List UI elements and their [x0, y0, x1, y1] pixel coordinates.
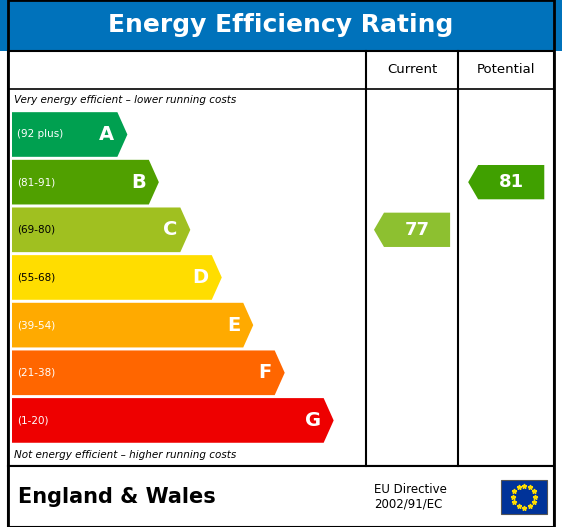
- Text: Energy Efficiency Rating: Energy Efficiency Rating: [108, 13, 454, 37]
- Text: 2002/91/EC: 2002/91/EC: [374, 497, 442, 510]
- Text: EU Directive: EU Directive: [374, 483, 446, 496]
- Text: England & Wales: England & Wales: [18, 487, 216, 506]
- Text: E: E: [227, 316, 240, 335]
- Polygon shape: [12, 350, 285, 395]
- Text: (39-54): (39-54): [17, 320, 55, 330]
- Text: B: B: [131, 173, 146, 192]
- Text: (21-38): (21-38): [17, 368, 55, 378]
- Polygon shape: [468, 165, 544, 199]
- Text: D: D: [193, 268, 209, 287]
- Polygon shape: [12, 303, 253, 347]
- Text: 77: 77: [405, 221, 429, 239]
- Text: F: F: [259, 363, 271, 382]
- Text: (81-91): (81-91): [17, 177, 55, 187]
- Text: (69-80): (69-80): [17, 225, 55, 235]
- Text: C: C: [163, 220, 178, 239]
- Polygon shape: [12, 255, 222, 300]
- Bar: [8, 466, 554, 527]
- Text: G: G: [305, 411, 321, 430]
- Polygon shape: [12, 398, 334, 443]
- Polygon shape: [374, 213, 450, 247]
- Text: Potential: Potential: [477, 63, 536, 76]
- Text: (55-68): (55-68): [17, 272, 55, 282]
- Polygon shape: [12, 208, 191, 252]
- Text: (92 plus): (92 plus): [17, 130, 64, 140]
- Text: A: A: [99, 125, 115, 144]
- Polygon shape: [12, 112, 128, 157]
- Bar: [8, 51, 554, 466]
- Text: Current: Current: [387, 63, 437, 76]
- Text: Not energy efficient – higher running costs: Not energy efficient – higher running co…: [14, 451, 236, 460]
- Text: Very energy efficient – lower running costs: Very energy efficient – lower running co…: [14, 95, 236, 104]
- Bar: [0, 0, 562, 51]
- Bar: [501, 480, 547, 514]
- Text: (1-20): (1-20): [17, 415, 48, 425]
- Polygon shape: [12, 160, 159, 204]
- Text: 81: 81: [498, 173, 524, 191]
